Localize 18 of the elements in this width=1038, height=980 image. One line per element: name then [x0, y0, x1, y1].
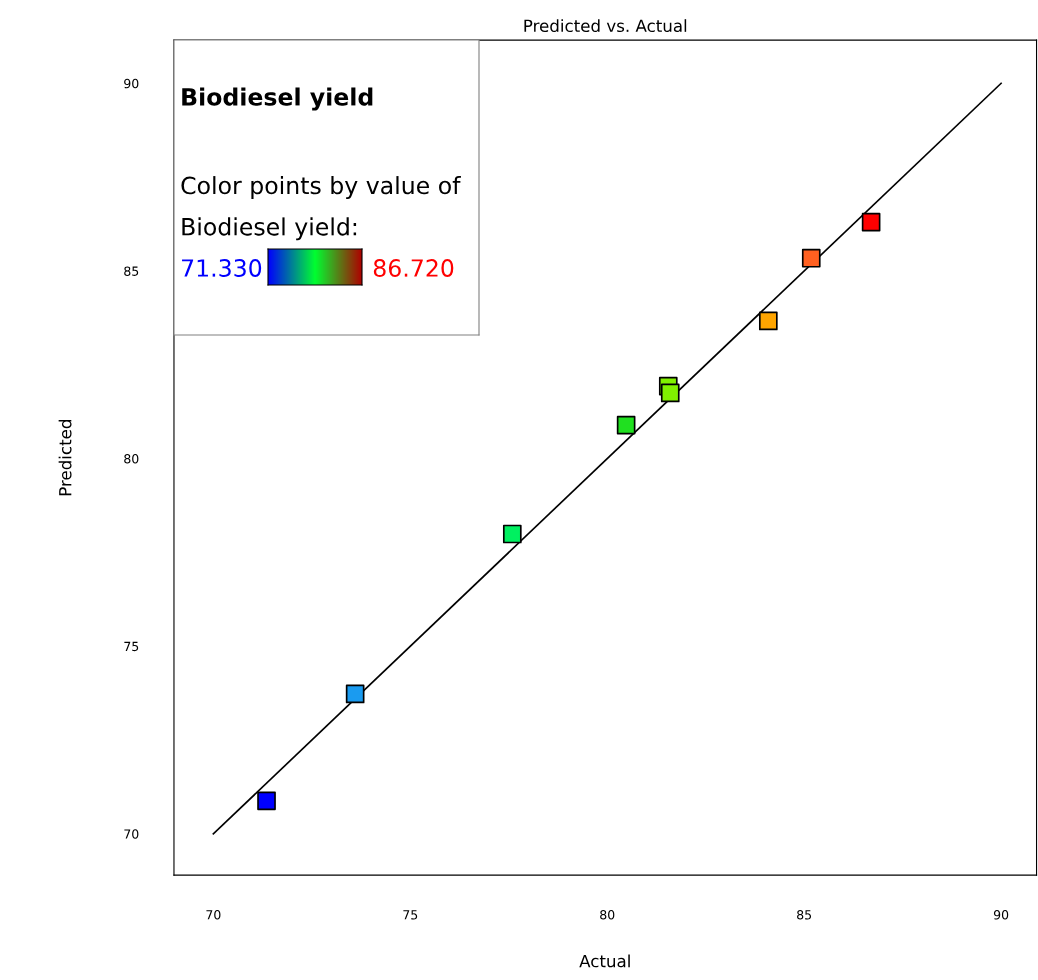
- annotation: 71.330: [182, 259, 262, 277]
- y-tick-label: 85: [124, 266, 139, 276]
- x-tick-label: 75: [403, 910, 418, 920]
- annotation: Color points by value of: [181, 176, 461, 199]
- x-axis-title: Actual: [579, 954, 630, 968]
- y-tick-label: 80: [124, 454, 139, 464]
- y-tick-label: 75: [124, 641, 139, 652]
- x-tick-label: 85: [797, 910, 812, 920]
- y-tick-label: 90: [124, 78, 139, 89]
- y-tick-label: 70: [124, 829, 139, 839]
- legend-title: Biodiesel yield: [182, 87, 373, 111]
- x-tick-label: 70: [206, 910, 221, 920]
- y-axis-title: Predicted: [58, 420, 72, 496]
- x-tick-label: 80: [600, 910, 615, 920]
- annotation: 86.720: [373, 259, 454, 277]
- chart-title: Predicted vs. Actual: [524, 19, 687, 33]
- x-tick-label: 90: [993, 910, 1009, 920]
- annotation: Biodiesel yield:: [182, 217, 357, 241]
